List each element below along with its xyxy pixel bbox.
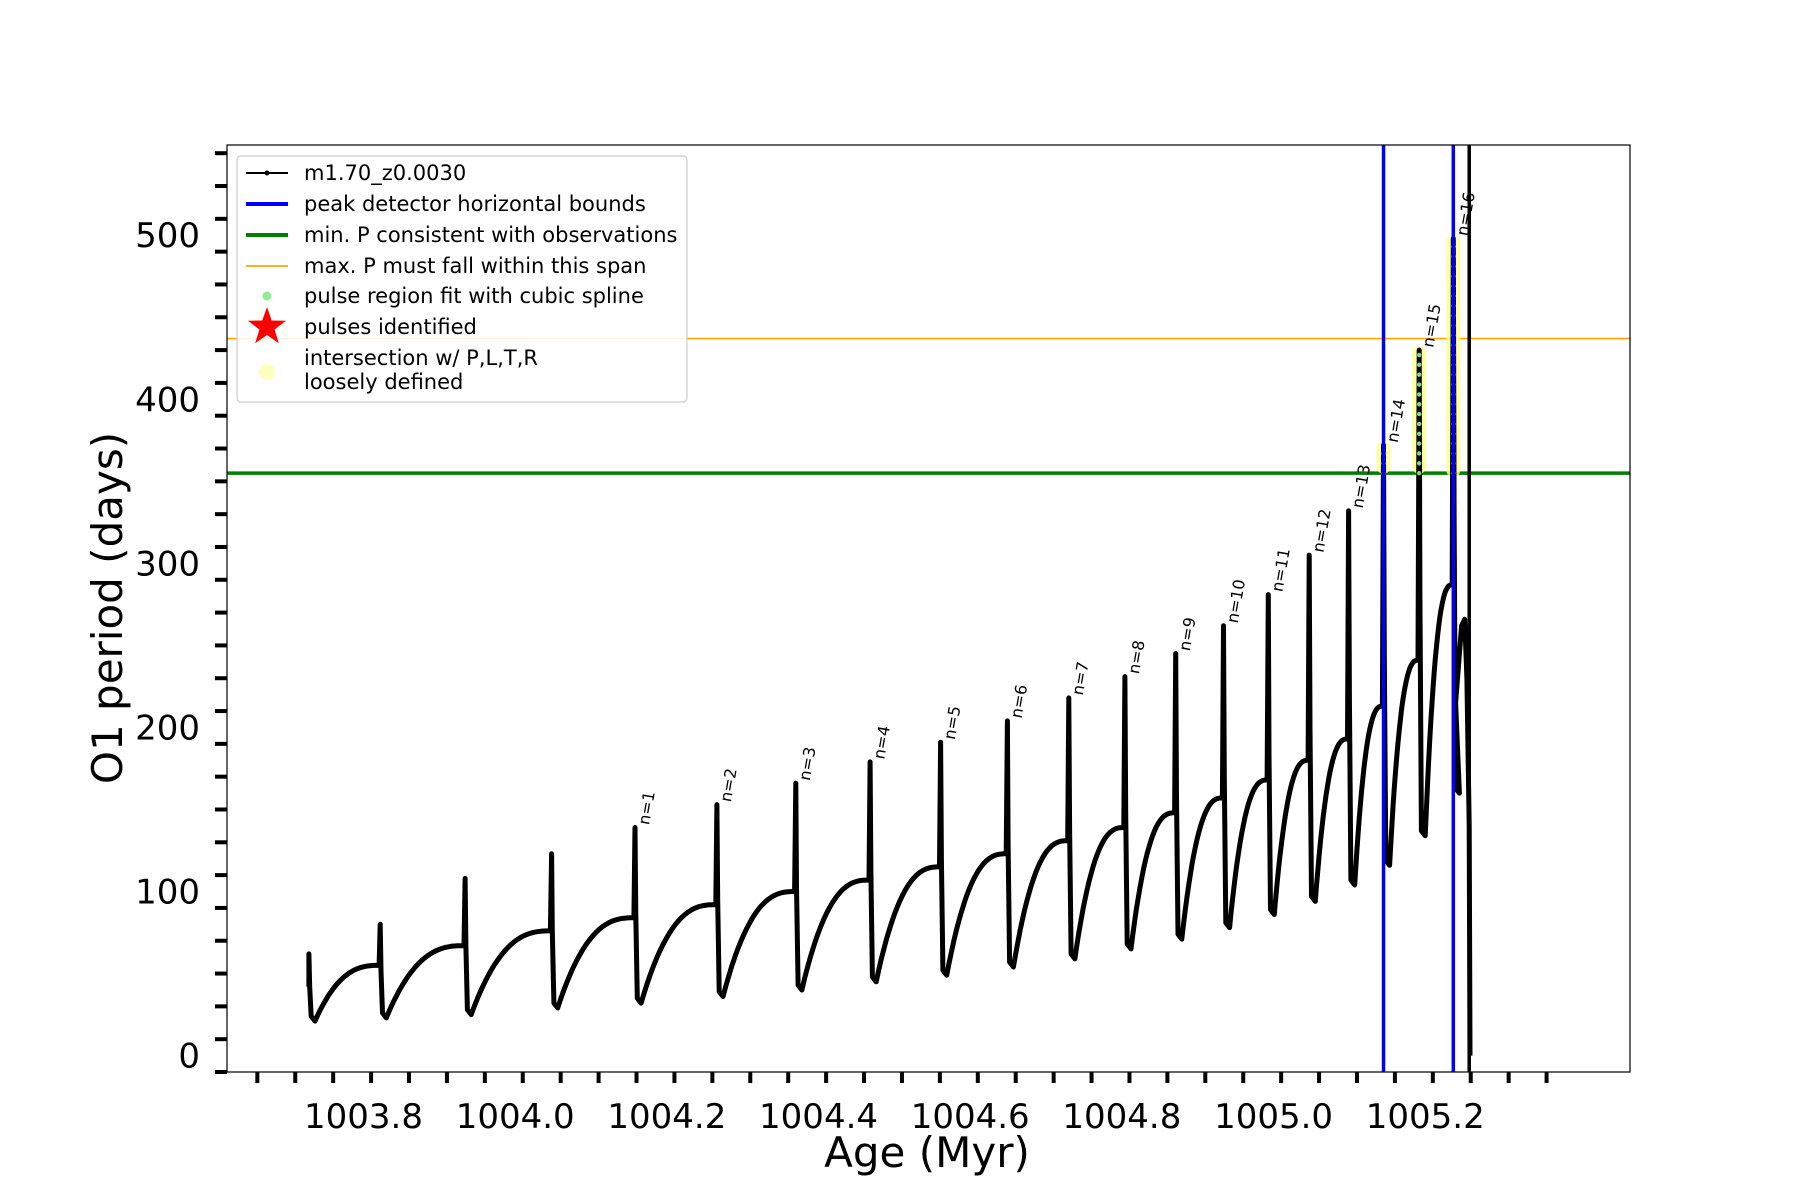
legend-item-0: m1.70_z0.0030 [246,161,466,186]
legend-item-4: pulse region fit with cubic spline [262,284,644,308]
legend-label: m1.70_z0.0030 [304,161,466,186]
spline-fit-point [1416,441,1422,446]
y-tick-label: 0 [178,1037,200,1077]
spline-fit-point [1416,372,1422,377]
x-tick-label: 1005.0 [1214,1097,1333,1137]
spline-fit-point [1416,411,1422,417]
legend-item-1: peak detector horizontal bounds [246,192,646,216]
plot-frame [226,144,1631,1073]
y-axis: 0 100 200 300 400 500 [135,151,227,1077]
y-tick-label: 100 [135,873,200,913]
x-axis: 1003.8 1004.0 1004.2 1004.4 1004.6 1004.8 1005… [255,1072,1549,1137]
legend-item-5: pulses identified [248,307,477,344]
y-axis-label: O1 period (days) [83,432,132,784]
spline-fit-point [1416,362,1422,368]
spline-fit-point [1416,392,1422,397]
spline-fit-point [1416,451,1422,456]
x-tick-label: 1004.2 [607,1097,726,1137]
legend-swatch [262,291,272,301]
x-tick-label: 1004.4 [759,1097,878,1137]
x-tick-label: 1004.0 [456,1097,575,1137]
legend-label: pulse region fit with cubic spline [304,284,644,308]
spline-fit-point [1416,431,1422,436]
spline-fit-point [1416,352,1422,358]
y-tick-label: 500 [135,216,200,256]
spline-fit-point [1416,461,1422,466]
spline-fit-point [1416,382,1422,387]
x-tick-label: 1005.2 [1366,1097,1485,1137]
spline-fit-point [1416,402,1422,407]
y-tick-label: 300 [135,544,200,584]
legend-label: intersection w/ P,L,T,R loosely defined [304,346,538,394]
legend-item-3: max. P must fall within this span [246,254,646,278]
legend-label: pulses identified [304,315,477,339]
legend-box [236,155,688,403]
legend-swatch [259,364,275,380]
legend-label: max. P must fall within this span [304,254,646,278]
y-tick-label: 200 [135,708,200,748]
legend-label: min. P consistent with observations [304,223,677,247]
legend-item-2: min. P consistent with observations [246,223,677,247]
star-icon [248,307,286,344]
series-line-m1.70_z0.0030 [306,236,1473,1056]
x-tick-label: 1003.8 [304,1097,423,1137]
x-tick-label: 1004.8 [1062,1097,1181,1137]
spline-fit-point [1416,470,1422,476]
x-axis-label: Age (Myr) [824,1128,1030,1177]
legend-label: peak detector horizontal bounds [304,192,646,216]
y-tick-label: 400 [135,380,200,420]
spline-fit-point [1416,421,1422,427]
legend-item-6: intersection w/ P,L,T,R loosely defined [259,346,538,394]
x-tick-label: 1004.6 [911,1097,1030,1137]
legend-marker [264,170,270,176]
